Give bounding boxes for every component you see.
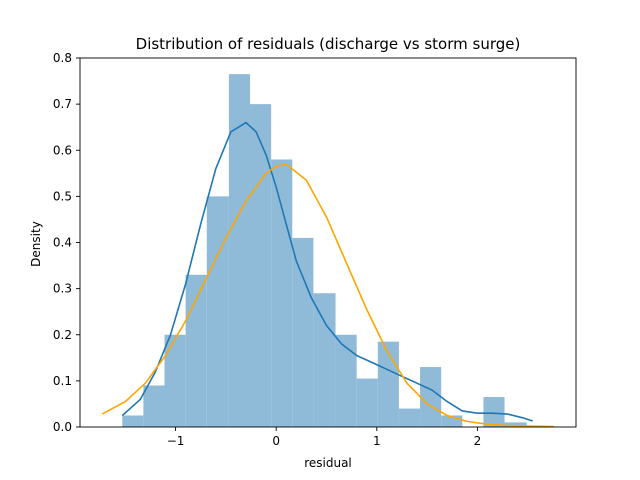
- histogram-bar: [398, 408, 421, 427]
- histogram-bar: [228, 74, 251, 428]
- histogram-bar: [420, 367, 442, 427]
- histogram-bar: [271, 159, 293, 427]
- density-curve-1: [121, 121, 533, 422]
- histogram-bar: [250, 104, 272, 427]
- x-axis-label: residual: [304, 456, 352, 470]
- y-tick-label: 0.7: [53, 97, 72, 111]
- histogram-bar: [335, 334, 357, 427]
- histogram-bar: [356, 378, 378, 427]
- histogram-bar: [143, 385, 165, 427]
- density-curves: [101, 121, 554, 428]
- histogram-bar: [504, 422, 527, 427]
- y-tick-label: 0.1: [53, 374, 72, 388]
- density-curve-2: [101, 163, 554, 428]
- histogram-bar: [164, 334, 186, 427]
- histogram-bar: [185, 274, 207, 427]
- y-tick-label: 0.4: [53, 236, 72, 250]
- y-tick-label: 0.5: [53, 189, 72, 203]
- histogram-bar: [313, 293, 336, 427]
- histogram-bar: [206, 196, 229, 427]
- y-tick-label: 0.2: [53, 328, 72, 342]
- x-tick-label: 2: [474, 434, 482, 448]
- y-axis-label: Density: [29, 221, 43, 267]
- y-tick-label: 0.0: [53, 420, 72, 434]
- histogram-bars: [122, 74, 527, 428]
- axes: −1 0 1 2 0.0 0.1 0.2 0.3 0.4 0.5 0.6 0.7 0.8: [53, 51, 577, 448]
- y-tick-label: 0.3: [53, 282, 72, 296]
- y-tick-label: 0.8: [53, 51, 72, 65]
- histogram-bar: [483, 397, 505, 427]
- x-tick-label: −1: [167, 434, 185, 448]
- histogram-bar: [441, 415, 463, 427]
- histogram-bar: [292, 237, 314, 427]
- histogram-bar: [122, 415, 144, 427]
- x-tick-label: 0: [272, 434, 280, 448]
- chart-title: Distribution of residuals (discharge vs …: [136, 35, 521, 53]
- x-tick-label: 1: [373, 434, 381, 448]
- y-tick-label: 0.6: [53, 143, 72, 157]
